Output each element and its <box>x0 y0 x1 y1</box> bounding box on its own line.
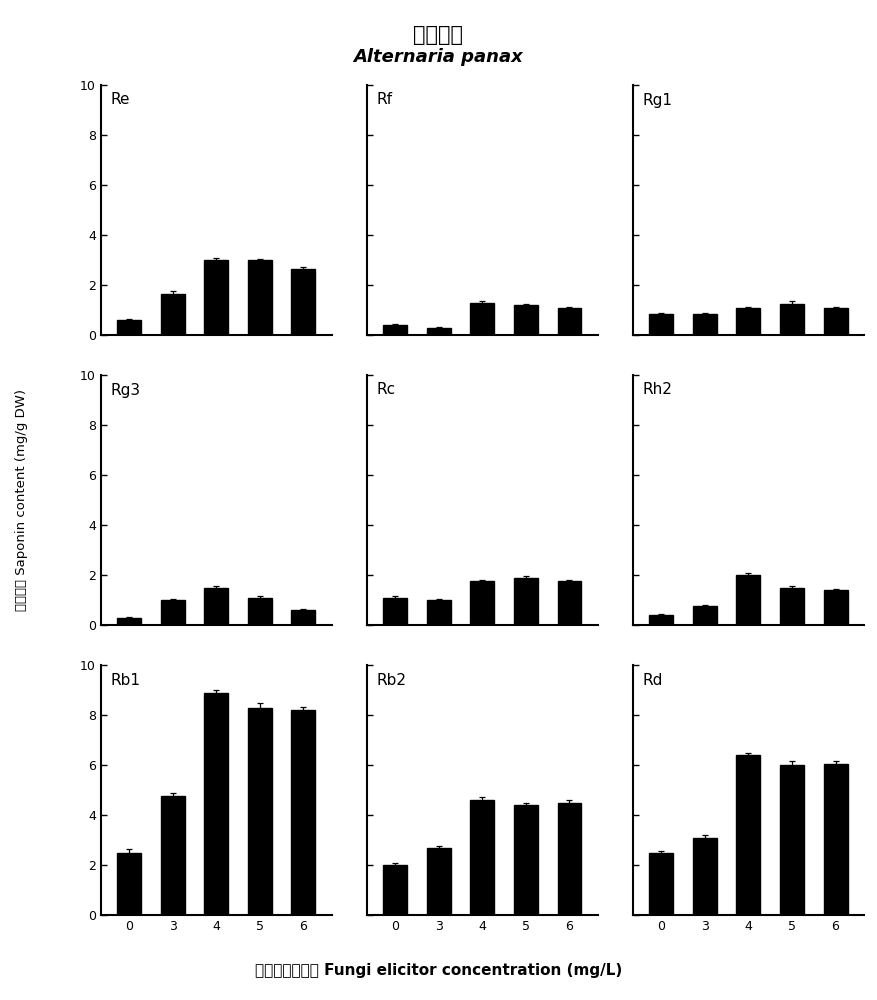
Text: Re: Re <box>111 93 130 107</box>
Bar <box>470 800 495 915</box>
Bar <box>291 710 316 915</box>
Bar <box>204 693 228 915</box>
Bar <box>160 294 185 335</box>
Bar <box>693 606 717 625</box>
Text: Rf: Rf <box>376 93 392 107</box>
Text: Rb2: Rb2 <box>376 673 406 688</box>
Text: 真菌诱导子浓度 Fungi elicitor concentration (mg/L): 真菌诱导子浓度 Fungi elicitor concentration (mg… <box>255 963 622 978</box>
Bar <box>824 590 847 625</box>
Bar <box>649 314 674 335</box>
Bar <box>558 803 581 915</box>
Bar <box>383 598 407 625</box>
Bar <box>248 708 272 915</box>
Bar <box>118 320 141 335</box>
Bar <box>737 755 760 915</box>
Bar <box>824 308 847 335</box>
Text: Rh2: Rh2 <box>642 382 672 397</box>
Bar <box>383 325 407 335</box>
Bar <box>824 764 847 915</box>
Bar <box>160 796 185 915</box>
Bar <box>427 600 451 625</box>
Bar <box>780 304 804 335</box>
Bar <box>204 260 228 335</box>
Bar <box>693 838 717 915</box>
Bar <box>558 308 581 335</box>
Bar <box>427 328 451 335</box>
Text: Rg3: Rg3 <box>111 382 140 397</box>
Bar <box>780 765 804 915</box>
Bar <box>470 581 495 625</box>
Bar <box>427 848 451 915</box>
Bar <box>248 260 272 335</box>
Text: 皂苷含量 Saponin content (mg/g DW): 皂苷含量 Saponin content (mg/g DW) <box>16 389 28 611</box>
Bar <box>649 615 674 625</box>
Text: 黑斑病菌: 黑斑病菌 <box>413 25 464 45</box>
Bar <box>291 610 316 625</box>
Bar <box>160 600 185 625</box>
Bar <box>737 575 760 625</box>
Bar <box>780 588 804 625</box>
Bar <box>649 853 674 915</box>
Bar <box>693 314 717 335</box>
Bar <box>470 302 495 335</box>
Bar <box>248 598 272 625</box>
Text: Rd: Rd <box>642 673 662 688</box>
Bar <box>118 853 141 915</box>
Bar <box>558 581 581 625</box>
Bar <box>514 805 538 915</box>
Text: Alternaria panax: Alternaria panax <box>353 48 524 66</box>
Bar <box>514 305 538 335</box>
Bar <box>204 588 228 625</box>
Bar <box>514 578 538 625</box>
Bar <box>118 618 141 625</box>
Text: Rc: Rc <box>376 382 396 397</box>
Bar <box>383 865 407 915</box>
Text: Rb1: Rb1 <box>111 673 140 688</box>
Bar <box>291 269 316 335</box>
Bar <box>737 308 760 335</box>
Text: Rg1: Rg1 <box>642 93 672 107</box>
